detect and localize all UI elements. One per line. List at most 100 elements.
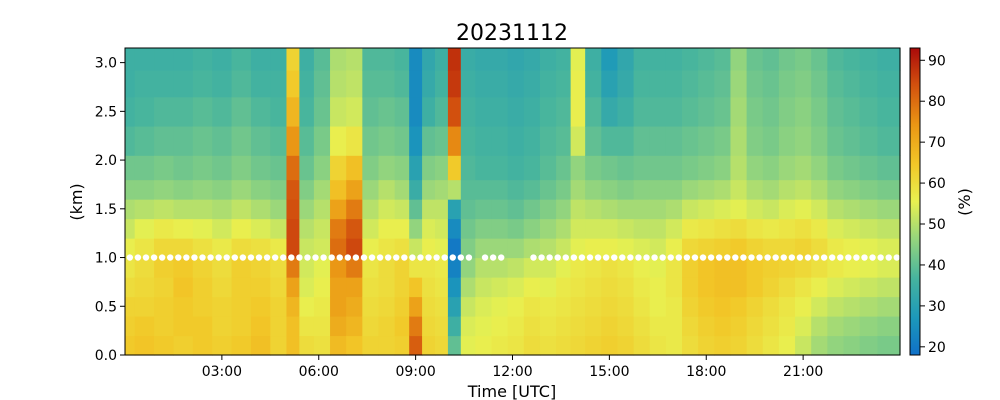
- heatmap-cell: [299, 218, 315, 239]
- marker-point: [554, 254, 561, 261]
- heatmap-cell: [811, 238, 828, 259]
- heatmap-cell: [665, 218, 683, 239]
- heatmap-cell: [173, 155, 194, 181]
- heatmap-cell: [585, 69, 602, 98]
- heatmap-cell: [154, 125, 175, 156]
- heatmap-cell: [633, 277, 651, 298]
- x-axis-label: Time [UTC]: [467, 382, 556, 400]
- heatmap-cell: [523, 296, 541, 317]
- marker-point: [401, 254, 408, 261]
- heatmap-cell: [447, 155, 462, 181]
- heatmap-cell: [665, 238, 683, 259]
- heatmap-cell: [313, 238, 331, 259]
- heatmap-cell: [601, 257, 619, 278]
- heatmap-cell: [827, 48, 845, 71]
- heatmap-cell: [475, 179, 493, 200]
- colorbar-label: (%): [955, 188, 974, 216]
- heatmap-cell: [795, 238, 812, 259]
- heatmap-cell: [154, 257, 175, 278]
- marker-point: [659, 254, 666, 261]
- heatmap-cell: [539, 316, 557, 337]
- heatmap-cell: [447, 96, 462, 127]
- heatmap-cell: [714, 277, 732, 298]
- heatmap-cell: [422, 125, 436, 156]
- marker-point: [199, 254, 206, 261]
- marker-point: [288, 254, 295, 261]
- heatmap-cell: [649, 199, 667, 220]
- heatmap-cell: [730, 199, 748, 220]
- marker-point: [820, 254, 828, 261]
- heatmap-cell: [778, 179, 796, 200]
- heatmap-cell: [877, 277, 901, 298]
- heatmap-cell: [601, 199, 619, 220]
- heatmap-cell: [173, 69, 194, 98]
- heatmap-cell: [447, 335, 462, 356]
- marker-point: [183, 254, 190, 261]
- heatmap-cell: [556, 125, 572, 156]
- heatmap-cell: [362, 96, 380, 127]
- heatmap-cell: [270, 69, 288, 98]
- heatmap-cell: [270, 125, 288, 156]
- heatmap-cell: [843, 277, 861, 298]
- heatmap-cell: [877, 96, 901, 127]
- heatmap-cell: [859, 296, 878, 317]
- heatmap-cell: [330, 199, 347, 220]
- heatmap-cell: [134, 179, 155, 200]
- heatmap-cell: [394, 48, 410, 71]
- marker-point: [158, 254, 166, 261]
- marker-point: [853, 254, 860, 261]
- heatmap-cell: [633, 125, 651, 156]
- heatmap-cell: [378, 96, 396, 127]
- marker-point: [425, 254, 432, 261]
- heatmap-cell: [877, 296, 901, 317]
- heatmap-cell: [286, 335, 300, 356]
- heatmap-cell: [270, 277, 288, 298]
- heatmap-cell: [649, 316, 667, 337]
- heatmap-cell: [286, 199, 300, 220]
- heatmap-cell: [633, 218, 651, 239]
- heatmap-cell: [585, 48, 602, 71]
- heatmap-cell: [346, 199, 363, 220]
- heatmap-cell: [299, 69, 315, 98]
- heatmap-cell: [435, 238, 449, 259]
- heatmap-cell: [859, 238, 878, 259]
- marker-point: [142, 254, 150, 261]
- y-tick-label: 0.5: [95, 299, 117, 315]
- heatmap-cell: [811, 218, 828, 239]
- heatmap-cell: [843, 257, 861, 278]
- heatmap-cell: [192, 296, 213, 317]
- marker-point: [150, 254, 158, 261]
- heatmap-cell: [491, 257, 509, 278]
- heatmap-cell: [649, 69, 667, 98]
- heatmap-cell: [270, 316, 288, 337]
- heatmap-cell: [491, 48, 509, 71]
- heatmap-cell: [491, 335, 509, 356]
- heatmap-cell: [299, 257, 315, 278]
- heatmap-cell: [270, 48, 288, 71]
- heatmap-cell: [762, 199, 780, 220]
- heatmap-cell: [827, 277, 845, 298]
- heatmap-cell: [778, 335, 796, 356]
- heatmap-cell: [714, 218, 732, 239]
- heatmap-cell: [447, 179, 462, 200]
- heatmap-cell: [231, 69, 252, 98]
- heatmap-cell: [330, 155, 347, 181]
- heatmap-cell: [795, 69, 812, 98]
- marker-point: [578, 254, 586, 261]
- heatmap-cell: [633, 96, 651, 127]
- heatmap-cell: [665, 257, 683, 278]
- heatmap-cell: [746, 316, 764, 337]
- heatmap-cell: [617, 125, 635, 156]
- heatmap-cell: [286, 48, 300, 71]
- heatmap-cell: [523, 277, 541, 298]
- x-tick-label: 06:00: [299, 364, 339, 380]
- marker-point: [271, 254, 279, 261]
- heatmap-cell: [378, 155, 396, 181]
- heatmap-cell: [617, 179, 635, 200]
- heatmap-cell: [134, 296, 155, 317]
- heatmap-cell: [231, 277, 252, 298]
- heatmap-cell: [665, 296, 683, 317]
- heatmap-cell: [730, 218, 748, 239]
- heatmap-cell: [231, 257, 252, 278]
- heatmap-cell: [811, 155, 828, 181]
